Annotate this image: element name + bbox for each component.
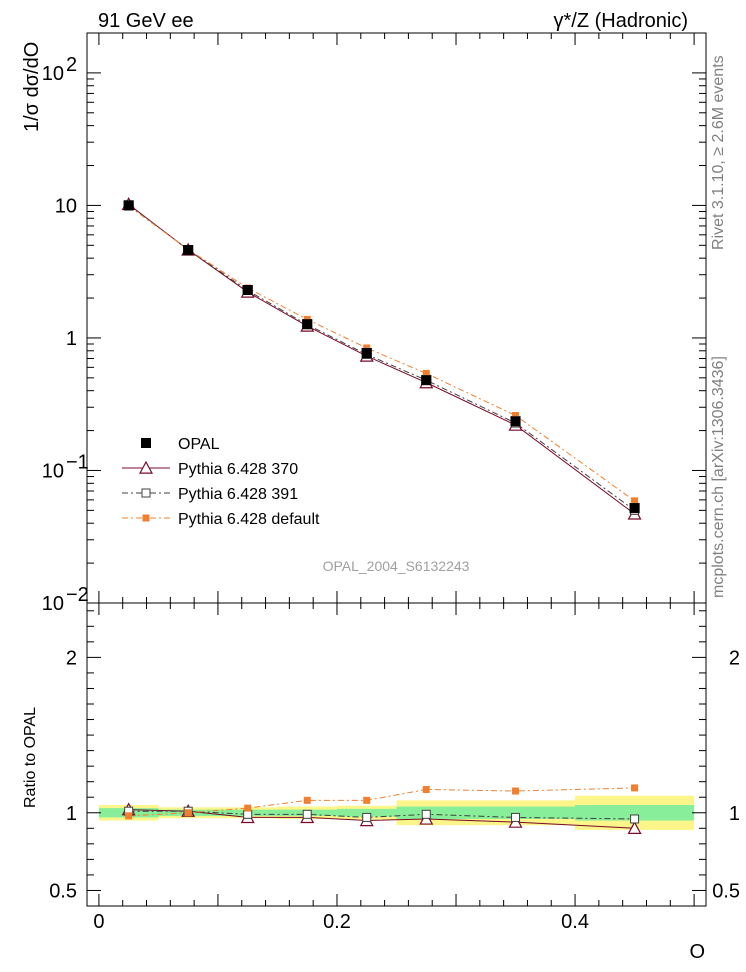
series-ratio-point bbox=[125, 812, 133, 820]
series-ratio-point bbox=[421, 809, 431, 819]
series-ratio-point bbox=[512, 787, 520, 795]
y-tick-exponent: −2 bbox=[66, 584, 89, 606]
series-line-main bbox=[128, 205, 635, 502]
header-left-title: 91 GeV ee bbox=[98, 10, 194, 32]
legend-label: Pythia 6.428 370 bbox=[178, 461, 298, 478]
series-ratio-point bbox=[363, 796, 371, 804]
series-ratio-point bbox=[303, 796, 311, 804]
analysis-label: OPAL_2004_S6132243 bbox=[323, 558, 470, 574]
axis-ticks bbox=[87, 32, 706, 907]
ratio-tick-label-right: 2 bbox=[729, 647, 740, 669]
series-ratio-point bbox=[511, 812, 521, 822]
y-axis-label: 1/σ dσ/dO bbox=[21, 42, 43, 132]
series-ratio-point bbox=[244, 804, 252, 812]
series-lines bbox=[128, 203, 635, 829]
y-tick-label: 10 bbox=[42, 593, 64, 615]
y-tick-label: 10 bbox=[42, 460, 64, 482]
ratio-axis-label: Ratio to OPAL bbox=[22, 707, 39, 808]
series-point bbox=[631, 497, 639, 505]
ratio-band-green bbox=[575, 805, 695, 821]
x-tick-label: 0.4 bbox=[561, 911, 589, 933]
legend-label: Pythia 6.428 391 bbox=[178, 486, 298, 503]
opal-data-point bbox=[361, 347, 372, 358]
x-tick-label: 0 bbox=[93, 911, 104, 933]
legend-label: OPAL bbox=[178, 436, 220, 453]
series-ratio-point bbox=[422, 785, 430, 793]
opal-data-point bbox=[123, 200, 134, 211]
series-ratio-point bbox=[631, 784, 639, 792]
ratio-plot-frame bbox=[86, 602, 707, 907]
legend-marker bbox=[141, 438, 151, 448]
legend: OPAL Pythia 6.428 370 Pythia 6.428 391 Pyth… bbox=[122, 436, 320, 528]
legend-marker bbox=[141, 488, 151, 498]
opal-data-point bbox=[629, 503, 640, 514]
series-point bbox=[363, 344, 371, 352]
ratio-tick-label-right: 0.5 bbox=[712, 880, 740, 902]
y-tick-exponent: −1 bbox=[66, 451, 89, 473]
data-markers bbox=[121, 197, 642, 835]
y-tick-exponent: 2 bbox=[66, 54, 77, 76]
y-tick-label: 10 bbox=[55, 195, 77, 217]
opal-data-point bbox=[421, 375, 432, 386]
opal-data-point bbox=[242, 285, 253, 296]
mcplots-label: mcplots.cern.ch [arXiv:1306.3436] bbox=[710, 356, 727, 598]
rivet-version-label: Rivet 3.1.10, ≥ 2.6M events bbox=[710, 55, 727, 250]
series-line-ratio bbox=[128, 787, 635, 817]
series-ratio-point bbox=[627, 821, 642, 835]
legend-marker bbox=[138, 460, 154, 474]
legend-label: Pythia 6.428 default bbox=[178, 511, 320, 528]
opal-data-point bbox=[183, 245, 194, 256]
series-ratio-point bbox=[362, 812, 372, 822]
ratio-tick-label: 2 bbox=[66, 647, 77, 669]
x-tick-label: 0.2 bbox=[323, 911, 351, 933]
series-ratio-point bbox=[630, 814, 640, 824]
ratio-band-green bbox=[336, 808, 397, 817]
ratio-tick-label-right: 1 bbox=[729, 803, 740, 825]
series-point bbox=[512, 411, 520, 419]
series-ratio-point bbox=[302, 809, 312, 819]
header-right-title: γ*/Z (Hadronic) bbox=[554, 10, 688, 32]
opal-data-point bbox=[302, 319, 313, 330]
series-line-ratio bbox=[128, 809, 635, 829]
y-tick-label: 10 bbox=[42, 63, 64, 85]
opal-data-point bbox=[510, 416, 521, 427]
series-ratio-point bbox=[184, 809, 192, 817]
series-point bbox=[422, 369, 430, 377]
ratio-tick-label: 0.5 bbox=[49, 880, 77, 902]
legend-marker bbox=[142, 514, 150, 522]
ratio-tick-label: 1 bbox=[66, 803, 77, 825]
x-axis-label: O bbox=[689, 941, 705, 963]
y-tick-label: 1 bbox=[66, 328, 77, 350]
ratio-band-green bbox=[456, 806, 576, 819]
